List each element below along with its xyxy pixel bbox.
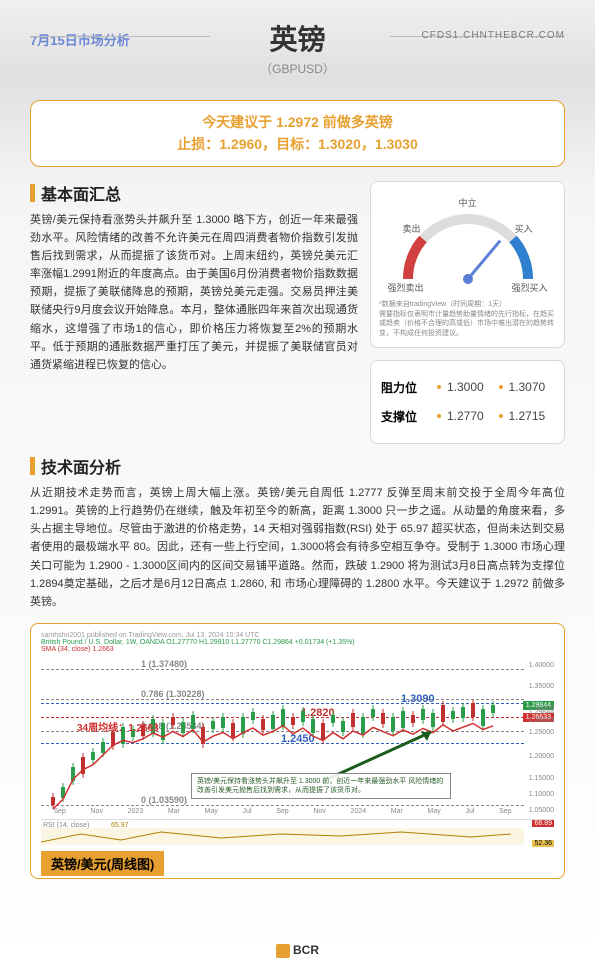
dot-icon xyxy=(437,385,441,389)
support-val-0: 1.2770 xyxy=(447,409,493,423)
y-tick: 1.05000 xyxy=(529,807,554,814)
fundamental-body: 英镑/美元保持看涨势头并飙升至 1.3000 略下方，创近一年来最强劲水平。风险… xyxy=(30,211,358,374)
x-tick: Sep xyxy=(53,808,65,815)
resistance-label: 阻力位 xyxy=(381,379,431,396)
x-tick: Sep xyxy=(499,808,511,815)
gauge-buy: 买入 xyxy=(514,222,532,235)
x-tick: 2023 xyxy=(128,808,144,815)
date-label: 7月15日市场分析 xyxy=(30,30,130,49)
support-row: 支撑位 1.2770 1.2715 xyxy=(381,402,554,431)
gauge-strong-sell: 强烈卖出 xyxy=(388,281,424,294)
gauge-desc: 需要指标仅表明市计量趋势助量情绪的先行指标，在趋买或趋卖（价格不合理的高或低）市… xyxy=(379,310,556,339)
x-axis: Sep Nov 2023 Mar May Jul Sep Nov 2024 Mar May Jul Se… xyxy=(41,808,524,815)
support-label: 支撑位 xyxy=(381,408,431,425)
rsi-line xyxy=(41,828,524,846)
support-val-1: 1.2715 xyxy=(509,409,555,423)
chart-meta: samhsho2001 published on TradingView.com… xyxy=(41,632,554,639)
technical-title: 技术面分析 xyxy=(30,454,565,478)
site-url: CFDS1.CHNTHEBCR.COM xyxy=(422,30,565,41)
chart-area: 1 (1.37480)0.786 (1.30228)1.28201.30900.… xyxy=(41,657,554,847)
resistance-val-1: 1.3070 xyxy=(509,380,555,394)
x-tick: May xyxy=(428,808,441,815)
x-tick: Nov xyxy=(91,808,103,815)
brand-icon xyxy=(276,944,290,958)
sentiment-gauge: 强烈卖出 卖出 中立 买入 强烈买入 xyxy=(383,194,553,294)
y-tick: 1.29844 xyxy=(529,709,554,716)
x-tick: 2024 xyxy=(351,808,367,815)
chart-annotation: 英镑/美元保持看涨势头并飙升至 1.3000 前，创近一年来最强劲水平 风险情绪… xyxy=(191,773,451,799)
x-tick: Sep xyxy=(276,808,288,815)
gauge-source: *数据来自tradingView（时间周期：1天） xyxy=(379,300,556,310)
dot-icon xyxy=(499,385,503,389)
y-tick: 1.26633 xyxy=(529,717,554,724)
sentiment-gauge-box: 强烈卖出 卖出 中立 买入 强烈买入 *数据来自tradingView（时间周期… xyxy=(370,181,565,348)
y-tick: 1.20000 xyxy=(529,753,554,760)
footer: BCR xyxy=(0,943,595,958)
y-tick: 1.15000 xyxy=(529,775,554,782)
x-tick: Nov xyxy=(313,808,325,815)
content-row: 基本面汇总 英镑/美元保持看涨势头并飙升至 1.3000 略下方，创近一年来最强… xyxy=(0,181,595,444)
x-tick: May xyxy=(205,808,218,815)
gauge-sell: 卖出 xyxy=(403,222,421,235)
recommendation-box: 今天建议于 1.2972 前做多英镑 止损：1.2960，目标：1.3020，1… xyxy=(30,100,565,167)
recommend-line2: 止损：1.2960，目标：1.3020，1.3030 xyxy=(39,133,556,155)
title-bar-icon xyxy=(30,457,35,475)
x-tick: Jul xyxy=(243,808,252,815)
technical-title-text: 技术面分析 xyxy=(41,454,121,478)
pair-code: （GBPUSD） xyxy=(30,60,565,77)
fundamental-title-text: 基本面汇总 xyxy=(41,181,121,205)
technical-body: 从近期技术走势而言，英镑上周大幅上涨。英镑/美元自周低 1.2777 反弹至周末… xyxy=(30,484,565,611)
title-bar-icon xyxy=(30,184,35,202)
dot-icon xyxy=(437,414,441,418)
chart-caption: 英镑/美元(周线图) xyxy=(41,851,164,876)
gauge-neutral: 中立 xyxy=(459,196,477,209)
recommend-line1: 今天建议于 1.2972 前做多英镑 xyxy=(39,111,556,133)
chart-sma: SMA (34, close) 1.2663 xyxy=(41,646,554,653)
gauge-note: *数据来自tradingView（时间周期：1天） 需要指标仅表明市计量趋势助量… xyxy=(379,300,556,339)
right-column: 强烈卖出 卖出 中立 买入 强烈买入 *数据来自tradingView（时间周期… xyxy=(370,181,565,444)
ma34-label: 34周均线：1.2663 xyxy=(77,719,159,734)
header: 7月15日市场分析 CFDS1.CHNTHEBCR.COM 英镑 （GBPUSD… xyxy=(0,0,595,82)
x-tick: Mar xyxy=(391,808,403,815)
y-tick: 1.25000 xyxy=(529,729,554,736)
resistance-row: 阻力位 1.3000 1.3070 xyxy=(381,373,554,402)
rsi-high: 68.89 xyxy=(532,820,554,827)
gauge-strong-buy: 强烈买入 xyxy=(511,281,547,294)
technical-section: 技术面分析 从近期技术走势而言，英镑上周大幅上涨。英镑/美元自周低 1.2777… xyxy=(0,444,595,611)
rsi-low: 52.36 xyxy=(532,840,554,847)
resistance-val-0: 1.3000 xyxy=(447,380,493,394)
levels-box: 阻力位 1.3000 1.3070 支撑位 1.2770 1.2715 xyxy=(370,360,565,444)
x-tick: Mar xyxy=(168,808,180,815)
dot-icon xyxy=(499,414,503,418)
x-tick: Jul xyxy=(465,808,474,815)
fundamental-title: 基本面汇总 xyxy=(30,181,358,205)
divider-left xyxy=(30,36,210,37)
y-tick: 1.10000 xyxy=(529,791,554,798)
gauge-svg xyxy=(383,194,553,294)
y-tick: 1.35000 xyxy=(529,683,554,690)
chart-box: samhsho2001 published on TradingView.com… xyxy=(30,623,565,879)
brand-text: BCR xyxy=(293,943,319,957)
fundamental-section: 基本面汇总 英镑/美元保持看涨势头并飙升至 1.3000 略下方，创近一年来最强… xyxy=(30,181,358,444)
chart-indicator: British Pound / U.S. Dollar, 1W, OANDA O… xyxy=(41,639,554,646)
rsi-box: RSI (14, close) 65.97 68.89 52.36 xyxy=(41,819,554,847)
y-tick: 1.40000 xyxy=(529,662,554,669)
